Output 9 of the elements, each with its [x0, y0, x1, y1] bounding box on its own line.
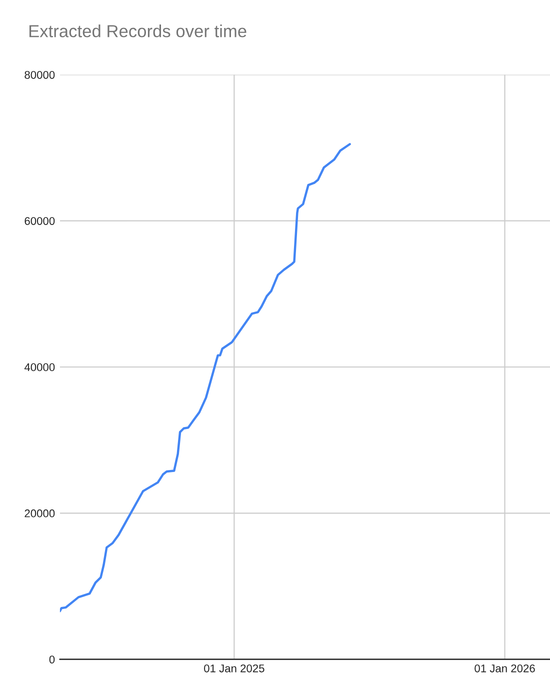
y-tick-label: 60000: [24, 217, 55, 225]
y-tick-label: 40000: [24, 363, 55, 372]
x-tick-label: 01 Jan 2025: [204, 664, 264, 672]
line-series: [60, 143, 351, 612]
x-tick-label: 01 Jan 2026: [474, 664, 535, 672]
chart-title: Extracted Records over time: [29, 24, 246, 38]
y-tick-label: 0: [49, 656, 55, 664]
y-tick-label: 80000: [24, 70, 55, 79]
y-tick-label: 20000: [24, 509, 55, 518]
